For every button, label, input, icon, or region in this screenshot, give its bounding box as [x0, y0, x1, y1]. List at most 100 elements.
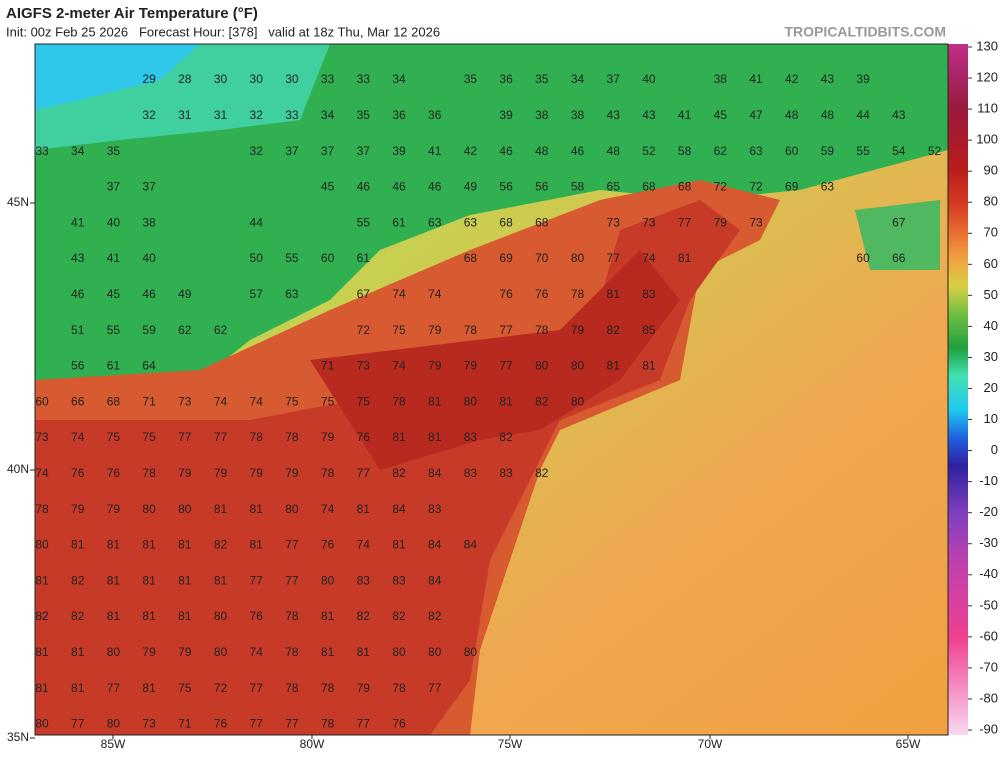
temperature-value: 78 — [571, 287, 585, 301]
temperature-value: 29 — [142, 72, 156, 86]
temperature-value: 41 — [428, 144, 442, 158]
temperature-value: 45 — [321, 180, 335, 194]
temperature-value: 79 — [321, 430, 335, 444]
temperature-value: 80 — [464, 645, 478, 659]
colorbar-label: 90 — [984, 163, 998, 178]
temperature-value: 81 — [250, 502, 264, 516]
temperature-value: 80 — [571, 394, 585, 408]
temperature-value: 81 — [357, 502, 371, 516]
temperature-value: 63 — [285, 287, 299, 301]
temperature-value: 81 — [71, 681, 85, 695]
temperature-value: 45 — [107, 287, 121, 301]
temperature-value: 28 — [178, 72, 192, 86]
site-name: TROPICALTIDBITS.COM — [784, 24, 946, 40]
temperature-value: 68 — [107, 394, 121, 408]
temperature-value: 85 — [642, 323, 656, 337]
temperature-value: 73 — [607, 215, 621, 229]
temperature-value: 80 — [35, 717, 49, 731]
temperature-value: 38 — [571, 108, 585, 122]
temperature-value: 36 — [499, 72, 513, 86]
colorbar-label: -40 — [979, 566, 998, 581]
temperature-value: 84 — [392, 502, 406, 516]
temperature-value: 67 — [892, 215, 906, 229]
temperature-value: 45 — [714, 108, 728, 122]
temperature-value: 82 — [357, 609, 371, 623]
temperature-value: 52 — [642, 144, 656, 158]
temperature-value: 80 — [428, 645, 442, 659]
temperature-value: 78 — [285, 430, 299, 444]
temperature-value: 30 — [214, 72, 228, 86]
temperature-value: 75 — [107, 430, 121, 444]
temperature-value: 74 — [35, 466, 49, 480]
temperature-value: 77 — [428, 681, 442, 695]
temperature-value: 82 — [71, 573, 85, 587]
temperature-value: 38 — [714, 72, 728, 86]
temperature-value: 80 — [285, 502, 299, 516]
temperature-value: 55 — [357, 215, 371, 229]
temperature-value: 73 — [178, 394, 192, 408]
temperature-value: 69 — [499, 251, 513, 265]
temperature-value: 75 — [357, 394, 371, 408]
temperature-value: 62 — [178, 323, 192, 337]
temperature-value: 40 — [642, 72, 656, 86]
temperature-value: 81 — [321, 609, 335, 623]
temperature-value: 76 — [357, 430, 371, 444]
temperature-value: 68 — [464, 251, 478, 265]
temperature-value: 38 — [142, 215, 156, 229]
temperature-value: 68 — [642, 180, 656, 194]
lon-label: 65W — [896, 737, 921, 751]
temperature-value: 80 — [178, 502, 192, 516]
temperature-value: 71 — [321, 359, 335, 373]
temperature-value: 35 — [107, 144, 121, 158]
temperature-value: 43 — [607, 108, 621, 122]
temperature-value: 32 — [250, 144, 264, 158]
temperature-value: 79 — [178, 645, 192, 659]
temperature-value: 83 — [428, 502, 442, 516]
temperature-value: 81 — [107, 573, 121, 587]
temperature-value: 36 — [428, 108, 442, 122]
lon-label: 75W — [498, 737, 523, 751]
colorbar-label: -50 — [979, 597, 998, 612]
temperature-value: 81 — [428, 430, 442, 444]
temperature-value: 72 — [357, 323, 371, 337]
temperature-value: 78 — [285, 645, 299, 659]
temperature-value: 32 — [250, 108, 264, 122]
temperature-value: 82 — [392, 609, 406, 623]
temperature-value: 77 — [71, 717, 85, 731]
temperature-value: 79 — [107, 502, 121, 516]
temperature-value: 81 — [321, 645, 335, 659]
temperature-value: 60 — [321, 251, 335, 265]
colorbar-label: 70 — [984, 225, 998, 240]
temperature-value: 78 — [285, 681, 299, 695]
colorbar-label: 10 — [984, 411, 998, 426]
temperature-value: 81 — [142, 681, 156, 695]
temperature-value: 57 — [250, 287, 264, 301]
temperature-value: 83 — [464, 466, 478, 480]
temperature-value: 82 — [535, 466, 549, 480]
temperature-value: 71 — [142, 394, 156, 408]
temperature-value: 81 — [392, 430, 406, 444]
temperature-value: 76 — [250, 609, 264, 623]
colorbar-label: 130 — [976, 38, 998, 53]
temperature-value: 76 — [71, 466, 85, 480]
temperature-value: 67 — [357, 287, 371, 301]
temperature-value: 56 — [535, 180, 549, 194]
temperature-value: 48 — [607, 144, 621, 158]
temperature-value: 34 — [392, 72, 406, 86]
subtitle: Init: 00z Feb 25 2026 Forecast Hour: [37… — [6, 24, 440, 39]
temperature-value: 33 — [321, 72, 335, 86]
temperature-value: 79 — [142, 645, 156, 659]
temperature-value: 73 — [35, 430, 49, 444]
temperature-value: 78 — [392, 681, 406, 695]
temperature-value: 80 — [214, 609, 228, 623]
lat-label: 40N — [7, 462, 29, 476]
temperature-value: 54 — [892, 144, 906, 158]
temperature-value: 32 — [142, 108, 156, 122]
temperature-value: 74 — [392, 287, 406, 301]
temperature-value: 80 — [214, 645, 228, 659]
colorbar-label: 40 — [984, 318, 998, 333]
temperature-value: 44 — [856, 108, 870, 122]
temperature-value: 46 — [571, 144, 585, 158]
temperature-value: 50 — [250, 251, 264, 265]
temperature-value: 66 — [71, 394, 85, 408]
